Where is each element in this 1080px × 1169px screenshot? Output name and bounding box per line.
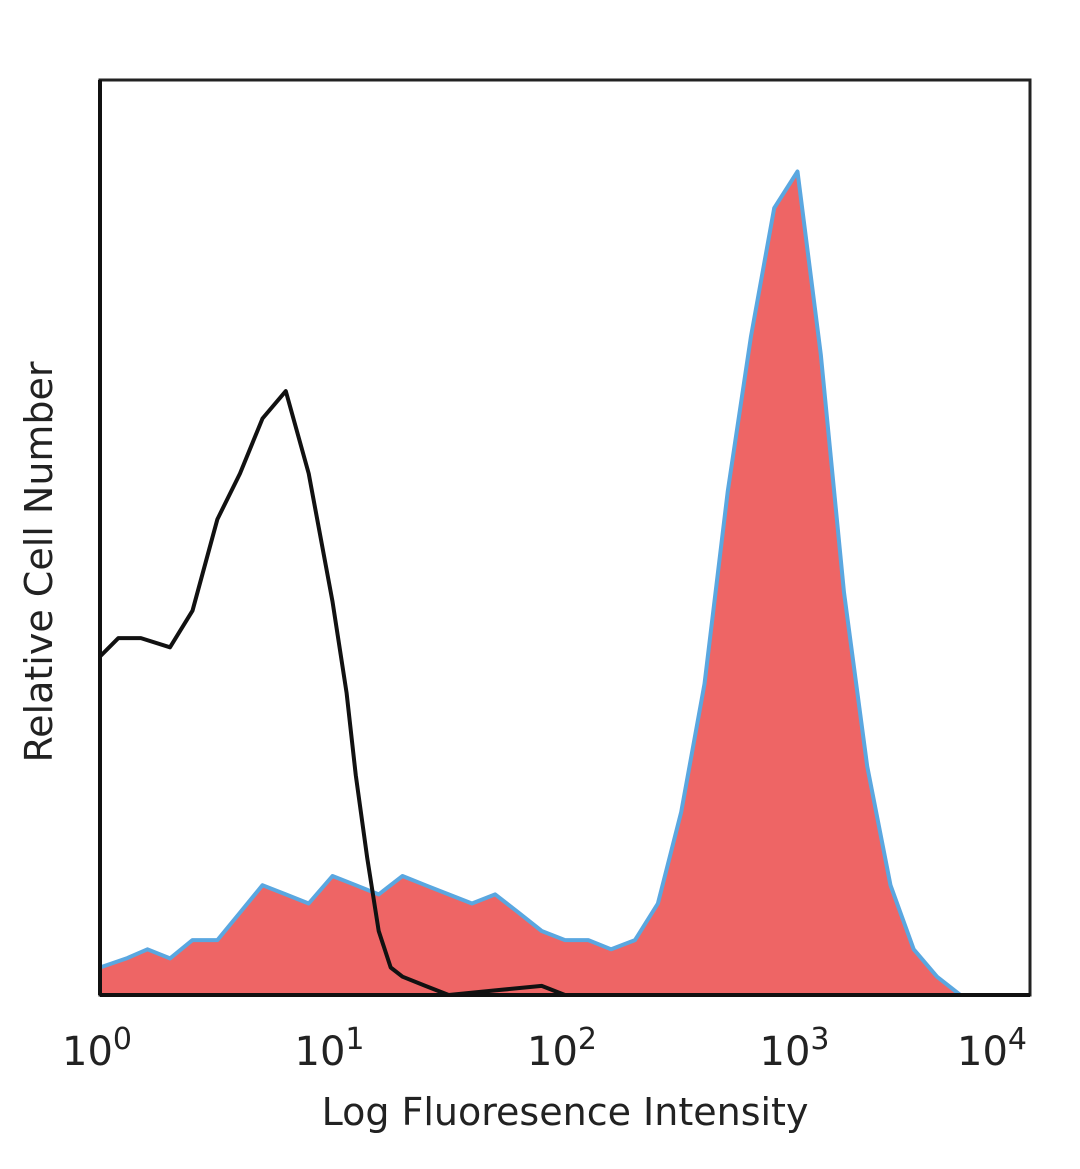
x-tick-label: 104 (957, 1022, 1027, 1075)
x-axis-label: Log Fluoresence Intensity (322, 1090, 809, 1134)
x-tick-layer: 100 101 102 103 104 (62, 1022, 1027, 1075)
x-tick-label: 102 (527, 1022, 597, 1075)
filled-histogram-outline (99, 169, 962, 997)
x-tick-label: 100 (62, 1022, 132, 1075)
x-tick-label: 103 (760, 1022, 830, 1075)
x-tick-label: 101 (295, 1022, 365, 1075)
y-axis-label: Relative Cell Number (17, 361, 61, 762)
plot-frame (98, 78, 1032, 997)
